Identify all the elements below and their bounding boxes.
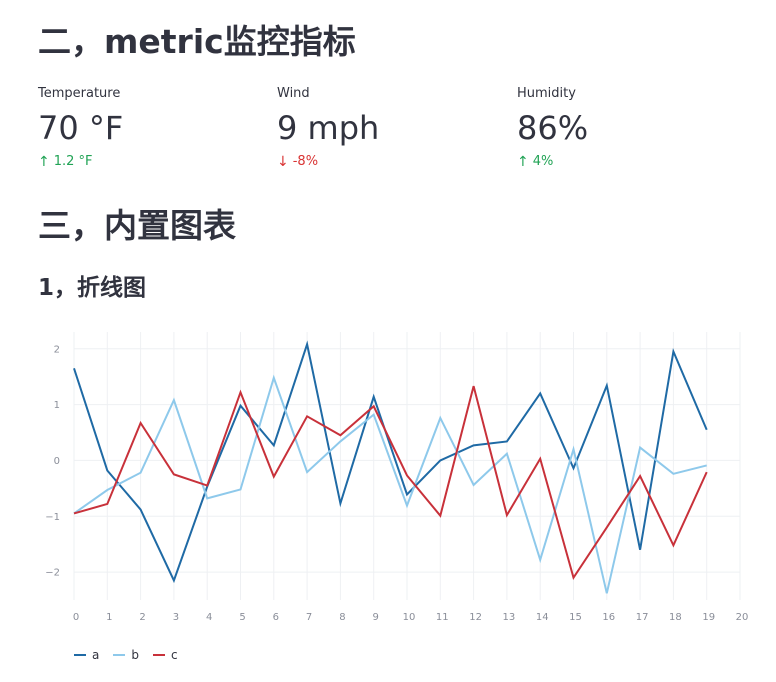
metric-label: Wind	[277, 86, 310, 101]
metric-delta-value: -8%	[292, 154, 319, 169]
legend-label: b	[131, 648, 139, 662]
line-chart-title: 1，折线图	[38, 275, 147, 301]
metric-wind: Wind 9 mph ↓ -8%	[277, 86, 497, 170]
legend-label: c	[170, 648, 178, 662]
x-tick-label: 3	[173, 612, 179, 623]
x-tick-label: 14	[536, 612, 549, 623]
metric-value: 9 mph	[277, 109, 380, 147]
x-tick-label: 20	[736, 612, 749, 623]
x-tick-label: 18	[669, 612, 682, 623]
metric-temperature: Temperature 70 °F ↑ 1.2 °F	[38, 86, 258, 170]
metric-delta: ↓ -8%	[277, 154, 497, 170]
y-tick-label: 2	[54, 344, 60, 355]
metric-delta-value: 4%	[532, 154, 554, 169]
metric-delta: ↑ 1.2 °F	[38, 154, 258, 170]
series-line-b	[73, 374, 707, 594]
metrics-section-title: 二，metric监控指标	[38, 22, 356, 61]
series-line-c	[73, 385, 708, 581]
legend-swatch	[74, 654, 86, 656]
y-tick-label: 1	[54, 400, 60, 411]
x-tick-label: 19	[702, 612, 715, 623]
y-tick-label: 0	[54, 456, 60, 467]
legend-swatch	[152, 654, 165, 656]
x-tick-label: 1	[106, 612, 112, 623]
legend-item-b[interactable]: b	[113, 648, 139, 662]
legend-label: a	[92, 648, 100, 662]
legend-item-a[interactable]: a	[74, 648, 99, 662]
metric-label: Temperature	[38, 86, 121, 101]
series-line-a	[73, 340, 708, 584]
x-tick-label: 17	[636, 612, 649, 623]
metric-delta: ↑ 4%	[517, 154, 737, 170]
legend-swatch	[113, 654, 126, 656]
y-tick-label: −1	[45, 512, 60, 523]
x-tick-label: 12	[469, 612, 482, 623]
metric-delta-value: 1.2 °F	[53, 154, 93, 169]
x-tick-label: 16	[602, 612, 615, 623]
x-tick-label: 15	[569, 612, 582, 623]
x-tick-label: 7	[306, 612, 312, 623]
x-tick-label: 11	[436, 612, 449, 623]
metric-value: 86%	[517, 109, 589, 147]
arrow-up-icon: ↑	[517, 154, 529, 170]
arrow-down-icon: ↓	[277, 154, 289, 170]
line-chart[interactable]: −2 −1 0 1 2 0 1 2 3 4 5 6 7 8 9 10 11 12 13 14 15 16 17 18 19 20 …	[0, 320, 776, 682]
legend-item-c[interactable]: c	[152, 648, 178, 662]
metric-value: 70 °F	[38, 109, 124, 147]
metric-label: Humidity	[517, 86, 576, 101]
x-tick-label: 8	[339, 612, 345, 623]
metric-humidity: Humidity 86% ↑ 4%	[517, 86, 737, 170]
x-tick-label: 13	[503, 612, 516, 623]
x-tick-label: 2	[139, 612, 145, 623]
x-tick-label: 4	[206, 612, 212, 623]
chart-legend: a b c	[74, 648, 178, 662]
x-tick-label: 5	[239, 612, 245, 623]
x-tick-label: 10	[403, 612, 416, 623]
x-tick-label: 9	[373, 612, 379, 623]
x-tick-label: 6	[273, 612, 279, 623]
x-tick-label: 0	[73, 612, 79, 623]
arrow-up-icon: ↑	[38, 154, 50, 170]
charts-section-title: 三，内置图表	[38, 206, 236, 245]
y-tick-label: −2	[45, 568, 60, 579]
